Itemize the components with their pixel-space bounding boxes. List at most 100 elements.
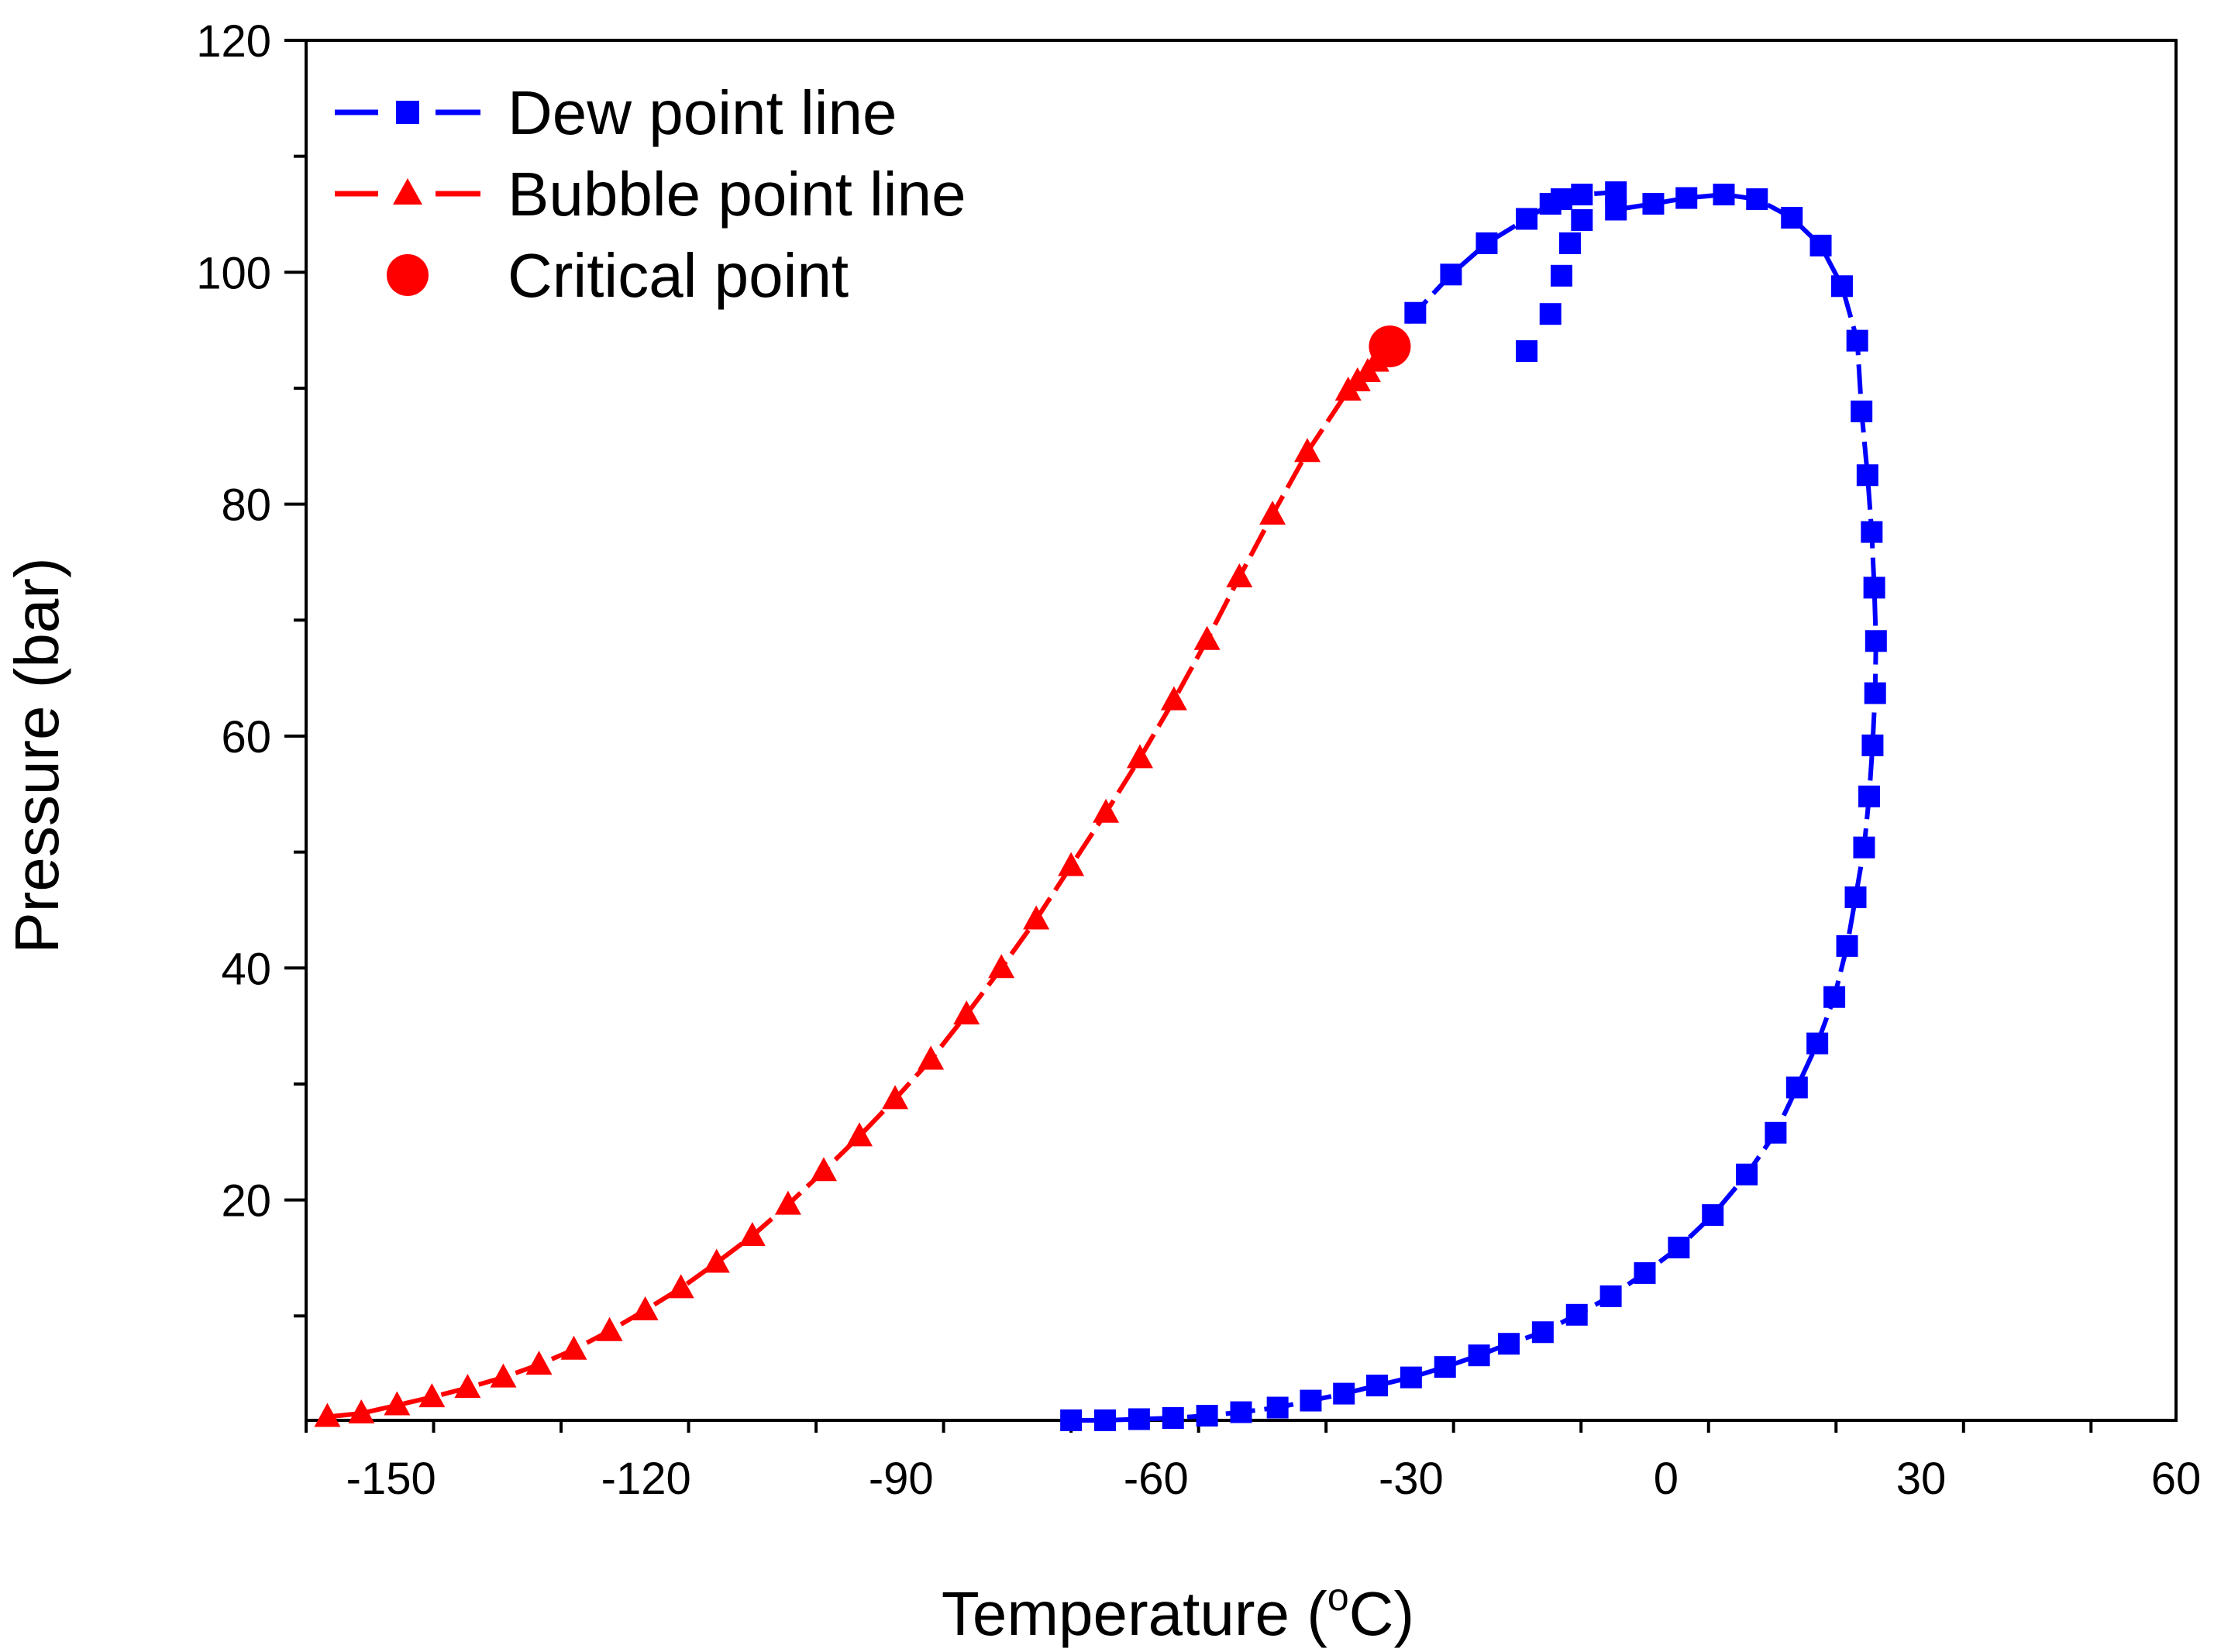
- bubble-point-curve: [327, 349, 1386, 1420]
- bubble-point-marker: [348, 1399, 375, 1424]
- dew-point-marker: [1558, 232, 1581, 254]
- y-tick-label: 40: [221, 944, 271, 994]
- dew-point-marker: [1861, 734, 1884, 756]
- dew-point-marker: [1571, 208, 1593, 231]
- bubble-point-marker: [384, 1391, 411, 1416]
- x-axis-title-end: C): [1349, 1579, 1414, 1648]
- legend-critical-point: Critical point: [387, 241, 849, 310]
- dew-point-marker: [1333, 1382, 1355, 1405]
- dew-point-marker: [1128, 1408, 1150, 1430]
- dew-point-marker: [1806, 1032, 1829, 1055]
- bubble-point-marker: [1126, 744, 1153, 769]
- bubble-point-marker: [810, 1157, 837, 1182]
- dew-point-marker: [1746, 188, 1768, 211]
- bubble-point-marker: [454, 1374, 481, 1399]
- bubble-point-marker: [418, 1383, 446, 1408]
- bubble-point-marker: [560, 1335, 587, 1360]
- dew-point-marker: [1230, 1401, 1252, 1423]
- bubble-point-marker: [490, 1363, 517, 1388]
- dew-point-marker: [1434, 1356, 1456, 1378]
- legend-label: Bubble point line: [508, 160, 966, 229]
- legend-label: Dew point line: [508, 78, 897, 147]
- legend-dew-point: Dew point line: [335, 78, 897, 147]
- bubble-point-marker: [596, 1316, 623, 1341]
- dew-point-marker: [1571, 184, 1593, 206]
- x-tick-label: -90: [869, 1454, 934, 1504]
- y-tick-label: 100: [196, 248, 271, 298]
- bubble-point-marker: [1226, 563, 1253, 587]
- bubble-point-marker: [739, 1222, 766, 1247]
- legend-triangle-marker: [393, 178, 422, 205]
- dew-point-marker: [1497, 1333, 1520, 1355]
- bubble-point-marker: [667, 1274, 694, 1299]
- dew-point-marker: [1300, 1389, 1322, 1412]
- dew-point-marker: [1836, 934, 1858, 957]
- dew-point-marker: [1702, 1204, 1724, 1227]
- dew-point-marker: [1675, 187, 1698, 209]
- bubble-point-marker: [846, 1122, 873, 1147]
- legend-square-marker: [396, 101, 419, 124]
- dew-point-marker: [1468, 1344, 1490, 1367]
- dew-point-marker: [1539, 193, 1562, 215]
- dew-point-marker: [1440, 263, 1462, 286]
- dew-point-marker: [1846, 329, 1868, 352]
- dew-point-marker: [1365, 1375, 1388, 1397]
- dew-point-marker: [1861, 521, 1883, 543]
- dew-point-marker: [1781, 206, 1803, 229]
- dew-point-marker: [1823, 986, 1846, 1008]
- series-layer: [314, 181, 1887, 1431]
- x-tick-label: 60: [2151, 1454, 2202, 1504]
- y-tick-label: 80: [221, 480, 271, 531]
- y-tick-label: 60: [221, 712, 271, 762]
- bubble-point-marker: [882, 1085, 909, 1110]
- bubble-point-marker: [1193, 625, 1221, 650]
- legend-label: Critical point: [508, 241, 849, 310]
- x-axis-title-superscript: o: [1327, 1575, 1349, 1619]
- legend: Dew point line Bubble point line Critical …: [335, 78, 966, 310]
- x-tick-label: -30: [1379, 1454, 1444, 1504]
- dew-point-marker: [1196, 1405, 1218, 1427]
- bubble-point-marker: [1058, 852, 1085, 876]
- dew-point-marker: [1736, 1163, 1758, 1186]
- dew-point-marker: [1765, 1121, 1787, 1144]
- y-tick-label: 120: [196, 16, 271, 67]
- x-tick-label: 30: [1896, 1454, 1947, 1504]
- bubble-point-marker: [1023, 905, 1050, 930]
- series-bubble-point-line: [314, 337, 1397, 1427]
- critical-point-marker: [1369, 325, 1411, 368]
- dew-point-marker: [1856, 464, 1878, 487]
- bubble-point-marker: [632, 1296, 659, 1320]
- dew-point-marker: [1404, 301, 1427, 324]
- dew-point-marker: [1475, 232, 1498, 254]
- dew-point-marker: [1844, 886, 1867, 909]
- y-axis-title: Pressure (bar): [2, 557, 71, 953]
- dew-point-marker: [1565, 1303, 1588, 1326]
- x-tick-label: 0: [1654, 1454, 1679, 1504]
- bubble-point-marker: [774, 1190, 801, 1215]
- x-tick-label: -120: [601, 1454, 691, 1504]
- x-tick-label: -150: [346, 1454, 436, 1504]
- legend-circle-marker: [387, 254, 429, 296]
- dew-point-marker: [1864, 682, 1886, 704]
- y-tick-label: 20: [221, 1176, 271, 1227]
- dew-point-marker: [1809, 234, 1832, 256]
- dew-point-marker: [1060, 1409, 1083, 1431]
- dew-point-marker: [1634, 1261, 1656, 1284]
- dew-point-marker: [1162, 1407, 1184, 1430]
- bubble-point-marker: [314, 1402, 341, 1427]
- dew-point-marker: [1830, 275, 1853, 298]
- bubble-point-marker: [1294, 438, 1321, 463]
- dew-point-marker: [1551, 264, 1573, 287]
- axes-layer: -150 -120 -90 -60 -30 0 30 60 20 40 60 80 100 120: [196, 16, 2201, 1504]
- series-dew-point-line: [1060, 181, 1887, 1431]
- x-axis-title: Temperature (oC): [942, 1575, 1414, 1648]
- bubble-point-marker: [918, 1045, 945, 1070]
- legend-bubble-point: Bubble point line: [335, 160, 966, 229]
- bubble-point-marker: [988, 954, 1015, 979]
- bubble-point-marker: [703, 1248, 730, 1273]
- bubble-point-marker: [1259, 501, 1286, 525]
- x-tick-label: -60: [1124, 1454, 1189, 1504]
- dew-point-marker: [1539, 303, 1562, 325]
- dew-point-marker: [1094, 1409, 1117, 1431]
